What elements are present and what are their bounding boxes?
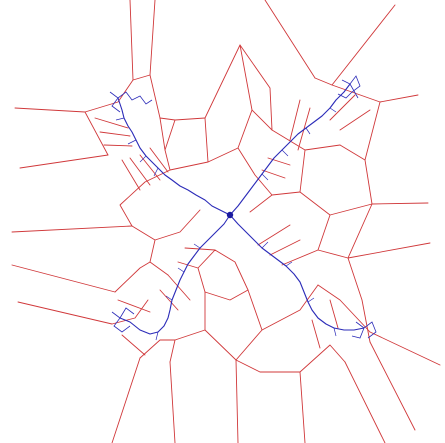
fan-edge (118, 300, 150, 312)
outer-ray (372, 203, 428, 204)
outer-ray (300, 372, 305, 443)
voronoi-cell (150, 240, 168, 275)
fan-edge (282, 250, 318, 265)
fan-edge (100, 132, 130, 136)
fan-edge (160, 118, 165, 150)
voronoi-cell (198, 250, 248, 300)
skeleton-paths (110, 76, 376, 340)
voronoi-cell (300, 345, 345, 372)
outer-ray (236, 360, 238, 443)
outer-ray (18, 302, 112, 324)
fan-edge (95, 118, 128, 128)
cluster-hub-bottom-left (112, 308, 134, 332)
skeleton-arm-bottom-right (230, 215, 364, 330)
outer-ray (112, 358, 140, 443)
voronoi-cell (272, 130, 340, 150)
outer-ray (370, 342, 415, 430)
voronoi-cell (165, 118, 208, 170)
outer-ray (12, 265, 115, 292)
fan-edge (330, 95, 355, 120)
fan-edge (168, 275, 190, 300)
skeleton-arm-top-right (230, 84, 350, 215)
fan-edge (340, 110, 370, 130)
fan-edge (85, 80, 133, 112)
fan-edge (262, 170, 285, 178)
voronoi-cell (170, 330, 205, 362)
voronoi-cell (115, 262, 150, 292)
outer-ray (345, 362, 385, 443)
fan-edge (104, 145, 132, 146)
voronoi-cell (150, 75, 175, 120)
fan-edge (365, 102, 380, 160)
fan-edge (270, 240, 300, 255)
voronoi-cell (262, 285, 318, 330)
outer-ray (348, 243, 430, 258)
skeleton-arm-top-left (118, 98, 230, 215)
outer-ray (370, 332, 440, 365)
voronoi-cell (132, 210, 200, 240)
outer-ray (130, 0, 133, 80)
cluster-hub-top-left (110, 92, 152, 112)
voronoi-cell (240, 45, 272, 130)
fan-edge (330, 300, 338, 328)
fan-edge (130, 158, 150, 185)
voronoi-cell (236, 360, 300, 372)
fan-edge (122, 160, 140, 190)
outer-ray (20, 155, 108, 168)
voronoi-cell (205, 290, 262, 360)
voronoi-cell (300, 145, 372, 215)
voronoi-cell (250, 192, 300, 212)
outer-ray (133, 0, 155, 80)
outer-ray (15, 108, 85, 112)
center-node (227, 212, 233, 218)
fan-edge (312, 320, 320, 348)
skeleton-spur (262, 108, 336, 180)
outer-ray (170, 362, 175, 443)
fan-edge (318, 285, 370, 332)
outer-ray (380, 95, 418, 102)
fan-edge (315, 78, 380, 102)
fan-edge (112, 300, 148, 324)
voronoi-cell (205, 45, 252, 162)
fan-edge (258, 225, 290, 245)
outer-ray (332, 5, 395, 85)
outer-ray (12, 226, 132, 232)
skeleton-spur (156, 244, 200, 340)
fan-edge (122, 335, 145, 355)
outer-ray (265, 0, 315, 78)
